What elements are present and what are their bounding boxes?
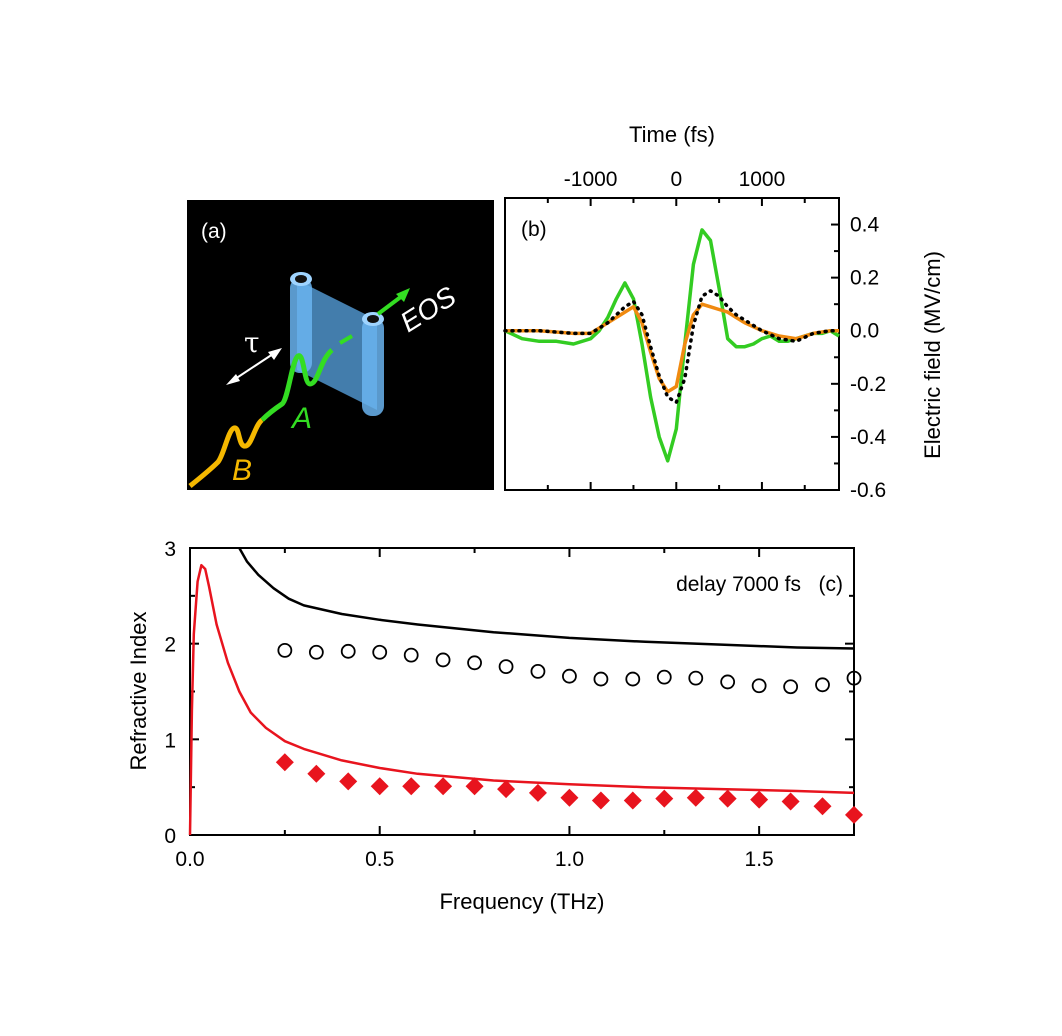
panel-b-frame [504,197,840,491]
panel-c-marker-diamond [497,780,516,799]
panel-c-marker-circle [783,679,799,695]
panel-b-label: (b) [521,218,547,241]
pulse-a-transmitted [338,334,354,345]
panel-c-marker-diamond [813,797,832,816]
panel-c-ytick-label: 0 [164,825,176,848]
panel-c-marker-diamond [623,791,642,810]
pulse-b-label: B [232,454,252,487]
panel-c-marker-diamond [686,788,705,807]
panel-c-ytick-label: 2 [164,634,176,657]
panel-c-xtick-label: 1.0 [555,848,584,871]
panel-b-series-green [504,228,840,463]
panel-b-xlabel: Time (fs) [629,122,715,147]
panel-c-marker-circle [562,668,577,684]
panel-c-marker-circle [308,644,324,660]
panel-c-marker-circle [815,677,830,693]
panel-c-marker-circle [656,669,672,685]
panel-c-marker-diamond [655,789,674,808]
panel-c-ytick-label: 1 [164,729,176,752]
panel-c-marker-circle [530,664,546,679]
panel-b-ytick-label: 0.4 [850,214,880,237]
panel-c-marker-diamond [750,790,769,809]
panel-b: (b) Time (fs) Electric field (MV/cm) -10… [503,122,945,502]
pulse-a [260,348,334,422]
panel-c-marker-circle [467,655,482,671]
panel-b-series [503,228,841,463]
panel-c-marker-diamond [434,777,453,796]
panel-c-marker-diamond [275,753,294,772]
panel-c: (c) delay 7000 fs Frequency (THz) Refrac… [126,538,863,914]
panel-c-marker-circle [720,674,736,690]
panel-c-label: (c) [819,573,844,596]
panel-c-ylabel: Refractive Index [126,612,151,771]
panel-c-marker-diamond [781,792,800,811]
panel-c-marker-diamond [528,783,547,802]
pulse-a-label: A [290,402,312,435]
panel-b-ytick-label: -0.2 [850,373,886,396]
panel-b-xtick-label: -1000 [564,168,618,191]
eos-arrow-shaft [376,294,404,316]
tube-left-hole [295,275,307,283]
panel-c-marker-circle [751,678,767,694]
panel-b-ylabel: Electric field (MV/cm) [920,251,945,459]
panel-c-marker-circle [277,642,293,658]
panel-c-marker-circle [498,659,514,675]
tau-arrow [231,351,277,382]
panel-a-label: (a) [201,220,227,243]
panel-c-marker-circle [593,671,609,687]
panel-c-marker-circle [435,652,451,668]
pulse-b [188,417,264,488]
sample-tube-right [362,318,384,416]
panel-c-marker-diamond [465,777,484,796]
panel-c-series-black-line [238,547,855,650]
panel-c-marker-diamond [339,772,358,791]
panel-c-marker-circle [846,670,862,686]
panel-b-series-orange [505,302,839,394]
panel-a: (a) τ A B EOS [187,200,494,490]
panel-b-ytick-label: 0.2 [850,267,879,290]
panel-c-series-red-line [188,563,855,836]
panel-c-marker-diamond [591,791,610,810]
panel-c-marker-circle [688,670,704,686]
panel-c-series [188,547,863,836]
tau-arrow-head-left [226,374,240,385]
sample-tube-left [290,278,312,373]
panel-c-marker-circle [340,643,356,659]
panel-b-ticks: -1000 0 1000 0.4 0.2 0.0 -0.2 -0.4 -0.6 [546,168,887,502]
panel-c-ticks: 0.0 0.5 1.0 1.5 0 1 2 3 [164,538,855,871]
panel-c-xtick-label: 0.5 [365,848,394,871]
panel-b-ytick-label: 0.0 [850,320,879,343]
panel-b-xtick-label: 0 [670,168,682,191]
panel-b-ytick-label: -0.6 [850,479,886,502]
panel-c-xtick-label: 0.0 [175,848,204,871]
panel-c-annotation: delay 7000 fs [676,573,801,596]
panel-c-marker-diamond [402,777,421,796]
panel-b-series-dotted [503,289,841,405]
panel-c-xtick-label: 1.5 [745,848,774,871]
panel-c-marker-diamond [718,789,737,808]
eos-arrow-head [396,288,410,302]
tube-right-hole [367,315,379,323]
panel-b-xtick-label: 1000 [739,168,786,191]
panel-c-marker-circle [403,647,419,663]
panel-c-marker-diamond [560,788,579,807]
panel-c-marker-diamond [307,764,326,783]
panel-c-xlabel: Frequency (THz) [439,889,604,914]
tau-arrow-head-right [268,348,282,360]
panel-b-ytick-label: -0.4 [850,426,887,449]
panel-c-marker-diamond [370,777,389,796]
panel-c-marker-diamond [845,805,863,824]
tau-label: τ [244,326,260,359]
panel-c-marker-circle [625,671,641,687]
panel-c-ytick-label: 3 [164,538,176,561]
panel-c-marker-circle [372,644,388,660]
